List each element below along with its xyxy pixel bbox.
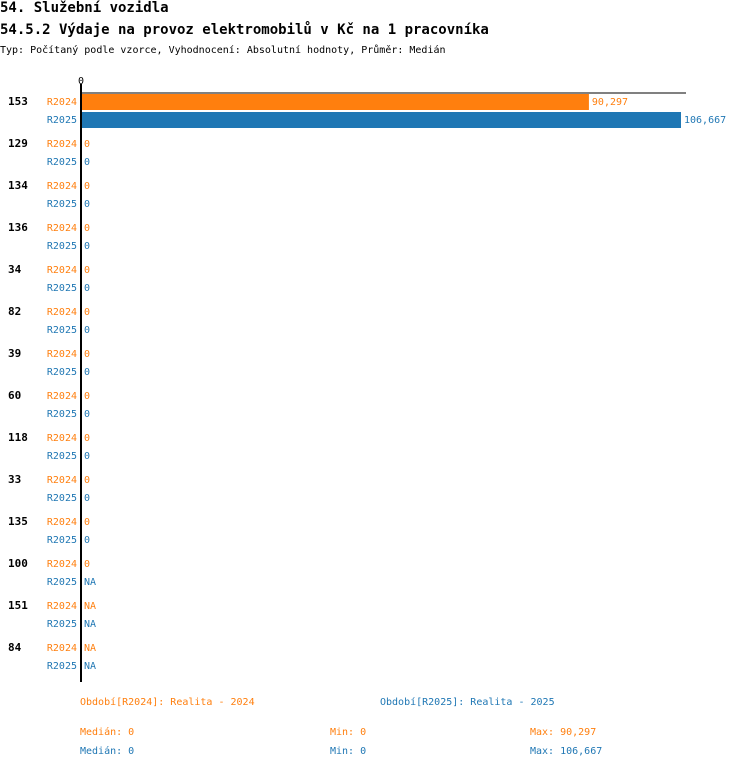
series-label: R2024 xyxy=(47,517,77,528)
data-label: 0 xyxy=(84,325,90,336)
series-label: R2025 xyxy=(47,157,77,168)
series-label: R2025 xyxy=(47,451,77,462)
stat-median-r2024: Medián: 0 xyxy=(80,727,135,738)
stat-min-r2025: Min: 0 xyxy=(330,746,367,757)
data-label: 0 xyxy=(84,475,90,486)
series-label: R2024 xyxy=(47,307,77,318)
data-label: 0 xyxy=(84,517,90,528)
data-label: 0 xyxy=(84,535,90,546)
data-label: 106,667 xyxy=(684,115,726,126)
series-label: R2024 xyxy=(47,97,77,108)
stat-max-r2024: Max: 90,297 xyxy=(530,727,597,738)
series-label: R2025 xyxy=(47,577,77,588)
series-label: R2025 xyxy=(47,115,77,126)
series-label: R2024 xyxy=(47,349,77,360)
series-label: R2025 xyxy=(47,409,77,420)
data-label: 0 xyxy=(84,223,90,234)
data-label: 0 xyxy=(84,157,90,168)
category-label: 129 xyxy=(8,137,28,150)
data-label: 0 xyxy=(84,139,90,150)
data-label: NA xyxy=(84,643,96,654)
chart-title: 54.5.2 Výdaje na provoz elektromobilů v … xyxy=(0,22,489,38)
data-label: 0 xyxy=(84,283,90,294)
category-label: 100 xyxy=(8,557,28,570)
data-label: 0 xyxy=(84,265,90,276)
data-label: 0 xyxy=(84,433,90,444)
data-label: 0 xyxy=(84,181,90,192)
category-label: 135 xyxy=(8,515,28,528)
page-title: 54. Služební vozidla xyxy=(0,0,169,16)
bar xyxy=(81,112,681,128)
data-label: 0 xyxy=(84,391,90,402)
bar xyxy=(81,94,589,110)
series-label: R2024 xyxy=(47,391,77,402)
category-label: 34 xyxy=(8,263,22,276)
series-label: R2025 xyxy=(47,241,77,252)
series-label: R2025 xyxy=(47,283,77,294)
data-label: 90,297 xyxy=(592,97,628,108)
data-label: NA xyxy=(84,577,96,588)
series-label: R2025 xyxy=(47,367,77,378)
series-label: R2024 xyxy=(47,601,77,612)
data-label: 0 xyxy=(84,367,90,378)
series-label: R2024 xyxy=(47,559,77,570)
category-label: 39 xyxy=(8,347,21,360)
series-label: R2024 xyxy=(47,223,77,234)
series-label: R2024 xyxy=(47,433,77,444)
series-label: R2024 xyxy=(47,181,77,192)
stat-min-r2024: Min: 0 xyxy=(330,727,367,738)
data-label: NA xyxy=(84,601,96,612)
data-label: 0 xyxy=(84,199,90,210)
category-label: 84 xyxy=(8,641,22,654)
category-label: 60 xyxy=(8,389,21,402)
category-label: 136 xyxy=(8,221,28,234)
series-label: R2024 xyxy=(47,643,77,654)
data-label: NA xyxy=(84,619,96,630)
category-label: 151 xyxy=(8,599,28,612)
series-label: R2025 xyxy=(47,619,77,630)
bar-chart: 0 153 R2024 90,297 R2025 106,667 129 R2024 0 R202… xyxy=(8,76,726,682)
series-label: R2024 xyxy=(47,475,77,486)
data-label: 0 xyxy=(84,409,90,420)
category-label: 118 xyxy=(8,431,28,444)
stat-median-r2025: Medián: 0 xyxy=(80,746,135,757)
category-label: 33 xyxy=(8,473,21,486)
series-label: R2025 xyxy=(47,199,77,210)
data-label: 0 xyxy=(84,451,90,462)
legend-period-r2024: Období[R2024]: Realita - 2024 xyxy=(80,697,255,708)
category-label: 82 xyxy=(8,305,21,318)
series-label: R2024 xyxy=(47,139,77,150)
stat-max-r2025: Max: 106,667 xyxy=(530,746,603,757)
data-label: 0 xyxy=(84,559,90,570)
legend-period-r2025: Období[R2025]: Realita - 2025 xyxy=(380,697,555,708)
series-label: R2025 xyxy=(47,661,77,672)
category-label: 134 xyxy=(8,179,28,192)
data-label: 0 xyxy=(84,349,90,360)
series-label: R2024 xyxy=(47,265,77,276)
category-label: 153 xyxy=(8,95,28,108)
chart-type-line: Typ: Počítaný podle vzorce, Vyhodnocení:… xyxy=(0,45,446,56)
data-label: 0 xyxy=(84,307,90,318)
series-label: R2025 xyxy=(47,493,77,504)
data-label: 0 xyxy=(84,493,90,504)
series-label: R2025 xyxy=(47,535,77,546)
data-label: 0 xyxy=(84,241,90,252)
series-label: R2025 xyxy=(47,325,77,336)
data-label: NA xyxy=(84,661,96,672)
x-tick-label: 0 xyxy=(78,76,84,87)
